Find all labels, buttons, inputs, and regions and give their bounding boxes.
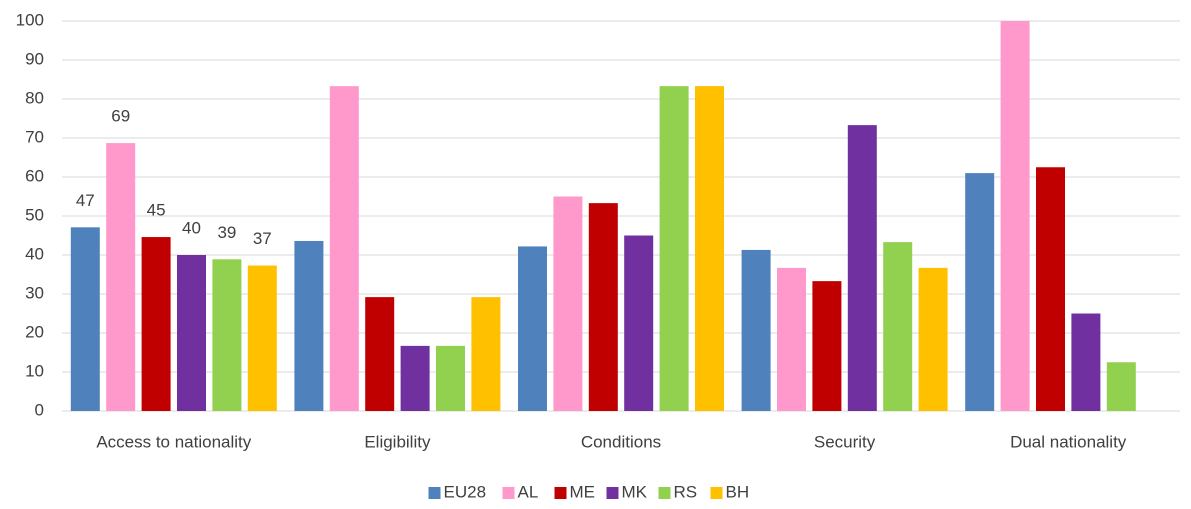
y-tick-label: 10	[25, 361, 44, 380]
bar	[1071, 313, 1101, 411]
legend-swatch	[606, 487, 619, 499]
x-tick-label: Access to nationality	[96, 432, 251, 451]
data-label: 69	[111, 107, 130, 126]
bar	[918, 267, 948, 411]
bar	[588, 203, 618, 411]
bar	[141, 237, 171, 411]
data-label: 47	[76, 191, 95, 210]
bar	[777, 267, 806, 411]
bar	[695, 86, 724, 411]
bar	[553, 196, 583, 411]
bar	[365, 297, 395, 411]
bar	[624, 235, 654, 411]
y-tick-label: 80	[25, 88, 44, 107]
x-tick-label: Dual nationality	[1010, 432, 1127, 451]
bar	[400, 345, 430, 411]
bar	[1106, 362, 1136, 411]
bar	[965, 173, 995, 411]
bar	[471, 297, 501, 411]
bar	[1000, 21, 1030, 411]
legend-swatch	[554, 487, 567, 499]
legend-label: EU28	[444, 482, 487, 501]
x-tick-label: Security	[814, 432, 876, 451]
bar	[294, 240, 324, 411]
bar	[177, 255, 206, 411]
bar	[741, 249, 771, 411]
x-tick-label: Conditions	[581, 432, 661, 451]
bar	[812, 281, 842, 411]
data-label: 45	[147, 201, 166, 220]
bar	[847, 125, 877, 411]
y-tick-label: 0	[35, 400, 44, 419]
bar	[106, 143, 136, 411]
y-tick-label: 100	[16, 10, 44, 29]
y-tick-label: 50	[25, 205, 44, 224]
legend-label: ME	[570, 482, 596, 501]
data-label: 40	[182, 218, 201, 237]
bar	[518, 246, 547, 411]
x-tick-label: Eligibility	[364, 432, 431, 451]
bar	[1036, 167, 1065, 411]
bar	[329, 86, 359, 411]
legend-label: RS	[674, 482, 698, 501]
legend-swatch	[710, 487, 723, 499]
legend-swatch	[658, 487, 671, 499]
data-label: 37	[253, 229, 272, 248]
legend-label: MK	[622, 482, 648, 501]
y-tick-label: 30	[25, 283, 44, 302]
legend-swatch	[428, 487, 441, 499]
y-tick-label: 20	[25, 322, 44, 341]
y-tick-label: 90	[25, 49, 44, 68]
bar	[659, 86, 689, 411]
bar	[247, 265, 277, 411]
legend-label: AL	[518, 482, 539, 501]
bar	[212, 259, 242, 411]
bar	[436, 345, 465, 411]
bar	[883, 242, 913, 411]
y-tick-label: 40	[25, 244, 44, 263]
legend-swatch	[502, 487, 515, 499]
y-tick-label: 60	[25, 166, 44, 185]
y-tick-label: 70	[25, 127, 44, 146]
data-label: 39	[217, 223, 236, 242]
legend-label: BH	[726, 482, 750, 501]
bar	[70, 227, 100, 411]
